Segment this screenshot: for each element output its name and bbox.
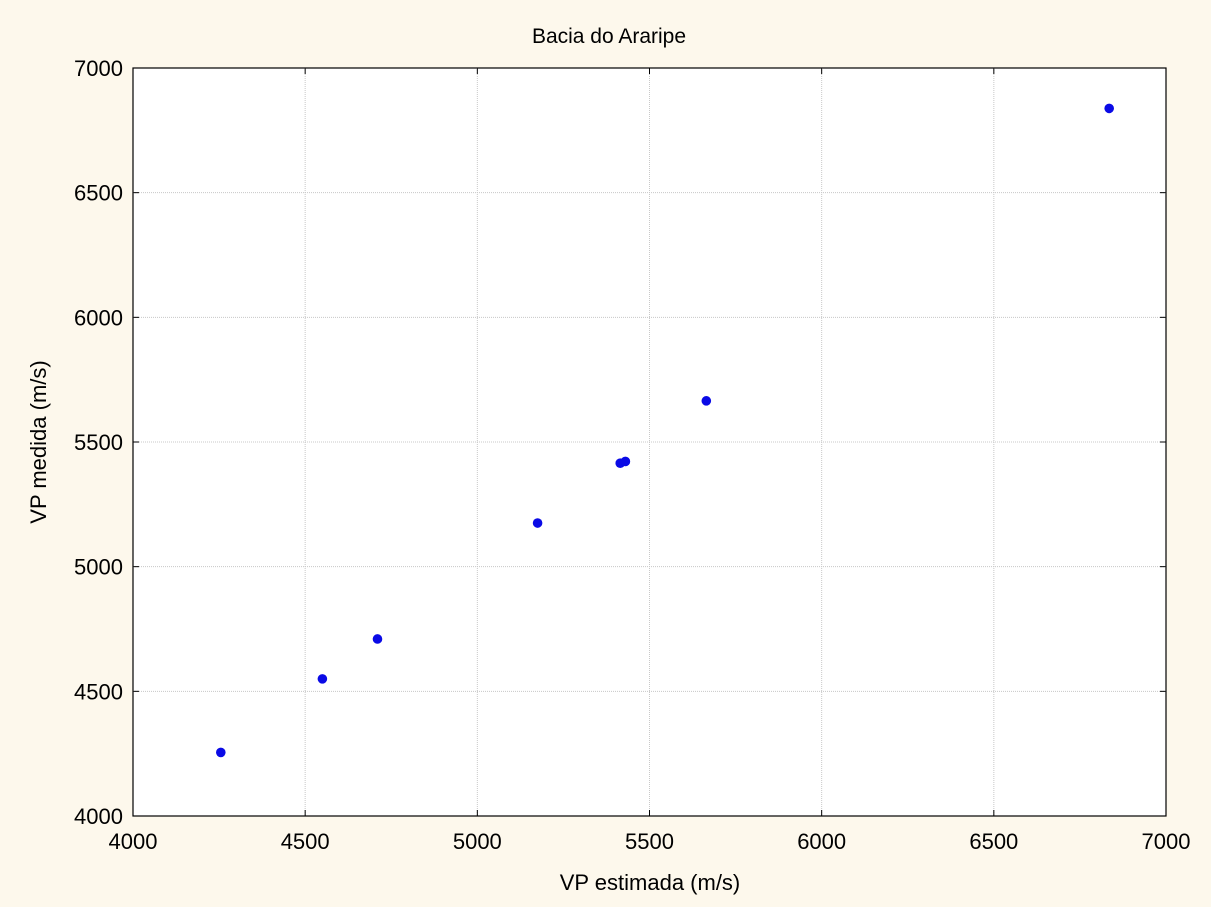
data-point bbox=[532, 518, 543, 528]
chart-title: Bacia do Araripe bbox=[532, 25, 686, 48]
x-tick-label: 5000 bbox=[453, 829, 502, 854]
y-tick-labels: 4000 4500 5000 5500 6000 6500 7000 bbox=[74, 56, 123, 829]
data-points bbox=[216, 103, 1114, 758]
y-tick-label: 6500 bbox=[74, 181, 123, 206]
data-point bbox=[620, 456, 631, 467]
y-tick-label: 5000 bbox=[74, 555, 123, 580]
data-point bbox=[216, 747, 226, 758]
y-axis-label: VP medida (m/s) bbox=[26, 360, 51, 523]
y-tick-label: 4500 bbox=[74, 679, 123, 704]
grid-lines bbox=[133, 68, 1166, 816]
x-tick-label: 7000 bbox=[1142, 829, 1191, 854]
y-tick-label: 7000 bbox=[74, 56, 123, 81]
y-tick-label: 5500 bbox=[74, 430, 123, 455]
x-tick-label: 6000 bbox=[797, 829, 846, 854]
data-point bbox=[317, 674, 328, 684]
data-point bbox=[372, 634, 383, 644]
y-tick-label: 4000 bbox=[74, 804, 123, 829]
x-axis-label: VP estimada (m/s) bbox=[560, 870, 741, 895]
tick-marks bbox=[132, 67, 1167, 817]
x-tick-label: 4500 bbox=[281, 829, 330, 854]
x-tick-label: 5500 bbox=[625, 829, 674, 854]
y-tick-label: 6000 bbox=[74, 305, 123, 330]
x-tick-label: 4000 bbox=[109, 829, 158, 854]
data-point bbox=[701, 396, 712, 406]
data-point bbox=[1104, 103, 1114, 114]
x-tick-labels: 4000 4500 5000 5500 6000 6500 7000 bbox=[109, 829, 1191, 854]
x-tick-label: 6500 bbox=[969, 829, 1018, 854]
